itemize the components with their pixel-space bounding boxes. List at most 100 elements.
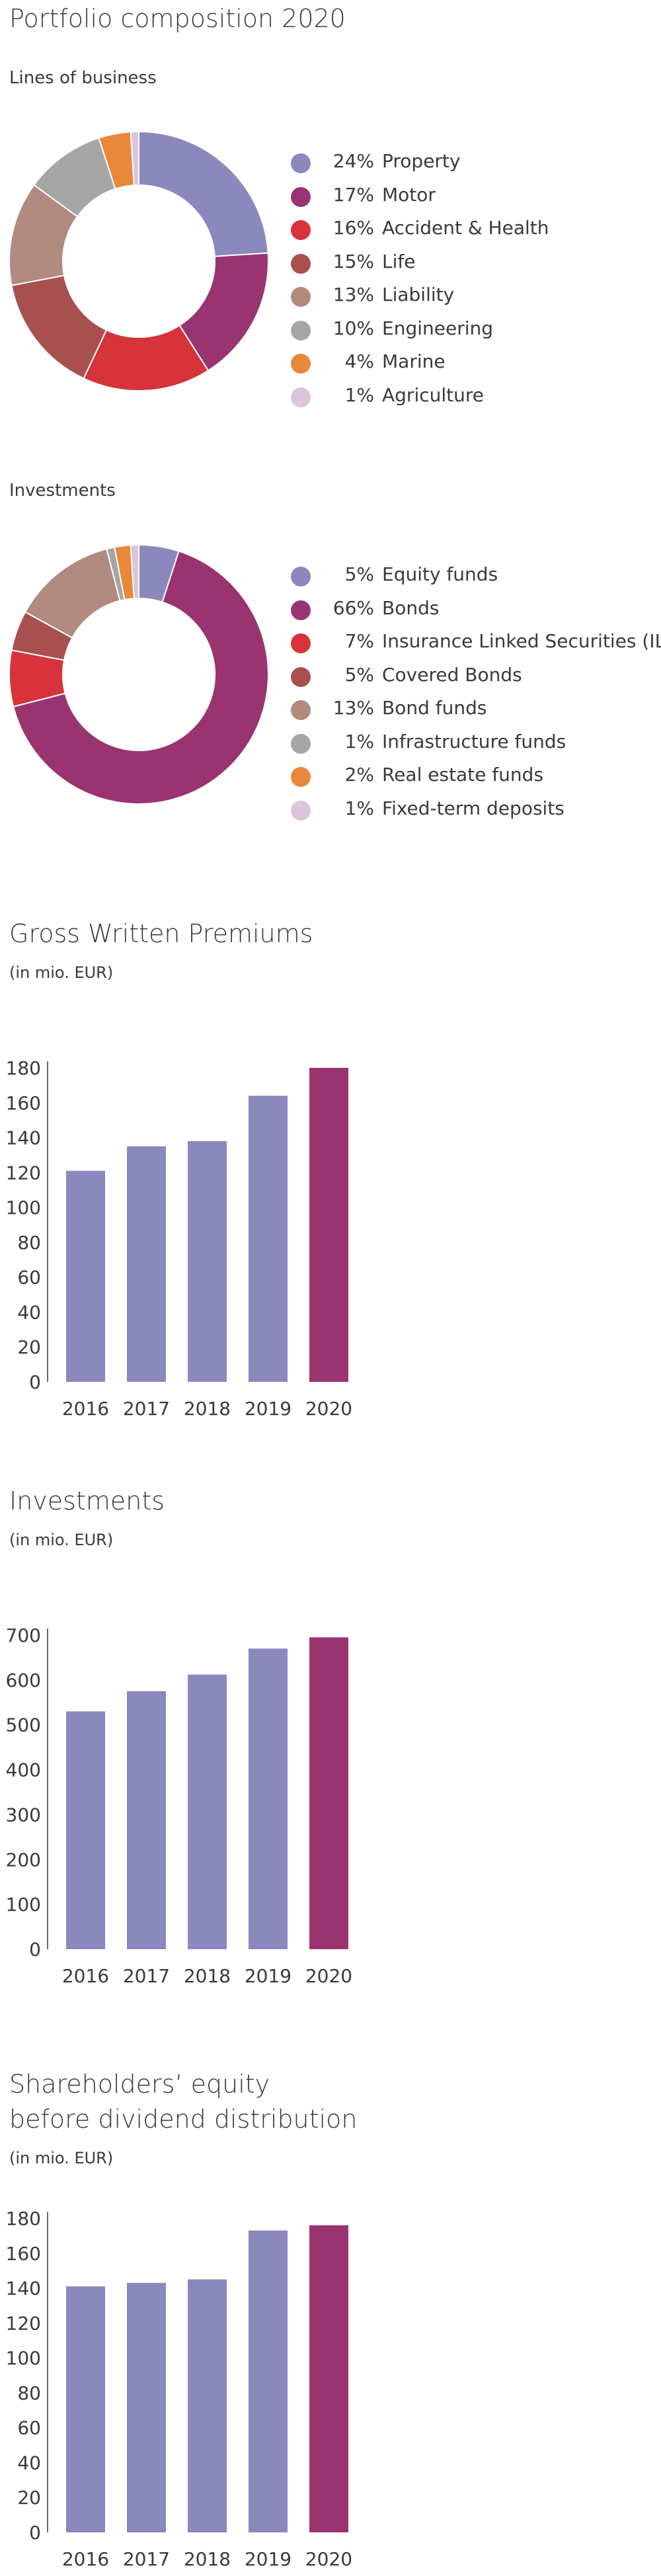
legend-dot: [291, 186, 311, 207]
legend-percent: 16%: [332, 217, 374, 239]
x-tick-label: 2017: [123, 2548, 170, 2570]
legend-label: Covered Bonds: [382, 663, 522, 686]
y-tick-label: 40: [17, 2452, 41, 2474]
legend-percent: 24%: [332, 150, 374, 172]
bar-2017: [127, 1146, 166, 1382]
legend-percent: 5%: [344, 563, 374, 585]
bar-2020: [309, 1637, 348, 1949]
y-tick-label: 160: [6, 2243, 41, 2265]
y-tick-label: 140: [6, 2278, 41, 2300]
x-tick-label: 2016: [62, 1965, 109, 1987]
y-tick-label: 100: [6, 1197, 41, 1219]
y-tick-label: 100: [6, 2347, 41, 2369]
y-tick-label: 20: [17, 2487, 41, 2509]
legend-percent: 17%: [332, 183, 374, 206]
y-tick-label: 20: [17, 1336, 41, 1358]
y-tick-label: 0: [29, 1939, 41, 1960]
donut-slice-fixed-term-deposits: [130, 543, 139, 600]
y-tick-label: 600: [6, 1670, 41, 1691]
x-tick-label: 2018: [184, 1965, 231, 1987]
x-tick-label: 2017: [123, 1398, 170, 1420]
legend-dot: [291, 700, 311, 720]
bar-2019: [249, 2230, 288, 2532]
legend-label: Bonds: [382, 596, 440, 619]
bar-2018: [188, 1141, 227, 1382]
y-tick-label: 40: [17, 1301, 41, 1323]
y-tick-label: 200: [6, 1849, 41, 1871]
legend-percent: 4%: [344, 350, 374, 372]
investments-bar-chart: 0 100 200 300 400 500 600 700 2016 2017 2018 2019 20…: [6, 1625, 353, 1987]
legend-label: Life: [382, 250, 416, 272]
legend-dot: [291, 633, 311, 653]
legend-percent: 1%: [344, 797, 374, 819]
legend-percent: 66%: [332, 596, 374, 619]
legend-label: Motor: [382, 183, 436, 206]
bar-2020: [309, 1068, 348, 1382]
donut-slice-bonds: [12, 550, 269, 805]
y-tick-label: 100: [6, 1894, 41, 1915]
legend-dot: [291, 320, 311, 341]
x-tick-label: 2020: [305, 2548, 352, 2570]
y-tick-label: 400: [6, 1759, 41, 1781]
gwp-title: Gross Written Premiums: [9, 919, 313, 948]
y-tick-label: 160: [6, 1092, 41, 1114]
legend-percent: 5%: [344, 663, 374, 686]
x-tick-label: 2017: [123, 1965, 170, 1987]
investments-bar-title: Investments: [9, 1486, 165, 1515]
legend-label: Liability: [382, 284, 455, 305]
legend-label: Marine: [382, 350, 446, 372]
gwp-bar-chart: 0 20 40 60 80 100 120 140 160 180 2016 2017 2018 2019…: [6, 1057, 353, 1420]
x-tick-label: 2016: [62, 1398, 109, 1420]
equity-title-line1: Shareholders’ equity: [9, 2070, 270, 2099]
x-tick-label: 2016: [62, 2548, 109, 2570]
legend-label: Fixed-term deposits: [382, 797, 564, 819]
legend-dot: [291, 767, 311, 787]
legend-label: Bond funds: [382, 697, 487, 719]
y-tick-label: 180: [6, 1057, 41, 1079]
legend-dot: [291, 567, 311, 586]
legend-percent: 13%: [332, 284, 374, 305]
legend-dot: [291, 153, 311, 173]
y-tick-label: 700: [6, 1625, 41, 1646]
legend-label: Property: [382, 150, 461, 172]
equity-bar-chart: 0 20 40 60 80 100 120 140 160 180 2016 2017 2018 2019…: [6, 2208, 353, 2570]
legend-dot: [291, 600, 311, 620]
legend-label: Agriculture: [382, 383, 484, 406]
investments-bar-unit: (in mio. EUR): [9, 1531, 114, 1549]
x-tick-label: 2020: [305, 1398, 352, 1420]
equity-unit: (in mio. EUR): [9, 2149, 114, 2167]
donut-slice-agriculture: [130, 130, 139, 186]
x-tick-label: 2018: [184, 2548, 231, 2570]
legend-percent: 15%: [332, 250, 374, 272]
lines-of-business-title: Lines of business: [9, 68, 157, 88]
page-title: Portfolio composition 2020: [9, 4, 346, 33]
legend-label: Engineering: [382, 317, 493, 339]
equity-title-line2: before dividend distribution: [9, 2105, 358, 2134]
y-tick-label: 80: [17, 2382, 41, 2404]
investments-donut: [9, 543, 269, 805]
legend-percent: 1%: [344, 383, 374, 406]
bar-2016: [66, 1711, 105, 1949]
y-tick-label: 120: [6, 1162, 41, 1184]
legend-dot: [291, 354, 311, 374]
legend-dot: [291, 800, 311, 821]
x-tick-label: 2018: [184, 1398, 231, 1420]
legend-dot: [291, 387, 311, 407]
y-tick-label: 60: [17, 1267, 41, 1289]
legend-dot: [291, 253, 311, 274]
y-tick-label: 500: [6, 1714, 41, 1736]
y-tick-label: 180: [6, 2208, 41, 2230]
x-tick-label: 2019: [245, 1965, 292, 1987]
y-tick-label: 0: [29, 2522, 41, 2544]
lines-of-business-donut: [9, 130, 269, 391]
legend-dot: [291, 220, 311, 240]
y-tick-label: 0: [29, 1371, 41, 1393]
legend-label: Insurance Linked Securities (ILS): [382, 630, 661, 652]
legend-label: Infrastructure funds: [382, 730, 566, 752]
legend-label: Equity funds: [382, 563, 498, 585]
y-tick-label: 60: [17, 2417, 41, 2439]
legend-dot: [291, 287, 311, 307]
legend-label: Real estate funds: [382, 764, 544, 785]
bar-2018: [188, 2279, 227, 2532]
bar-2019: [249, 1648, 288, 1949]
